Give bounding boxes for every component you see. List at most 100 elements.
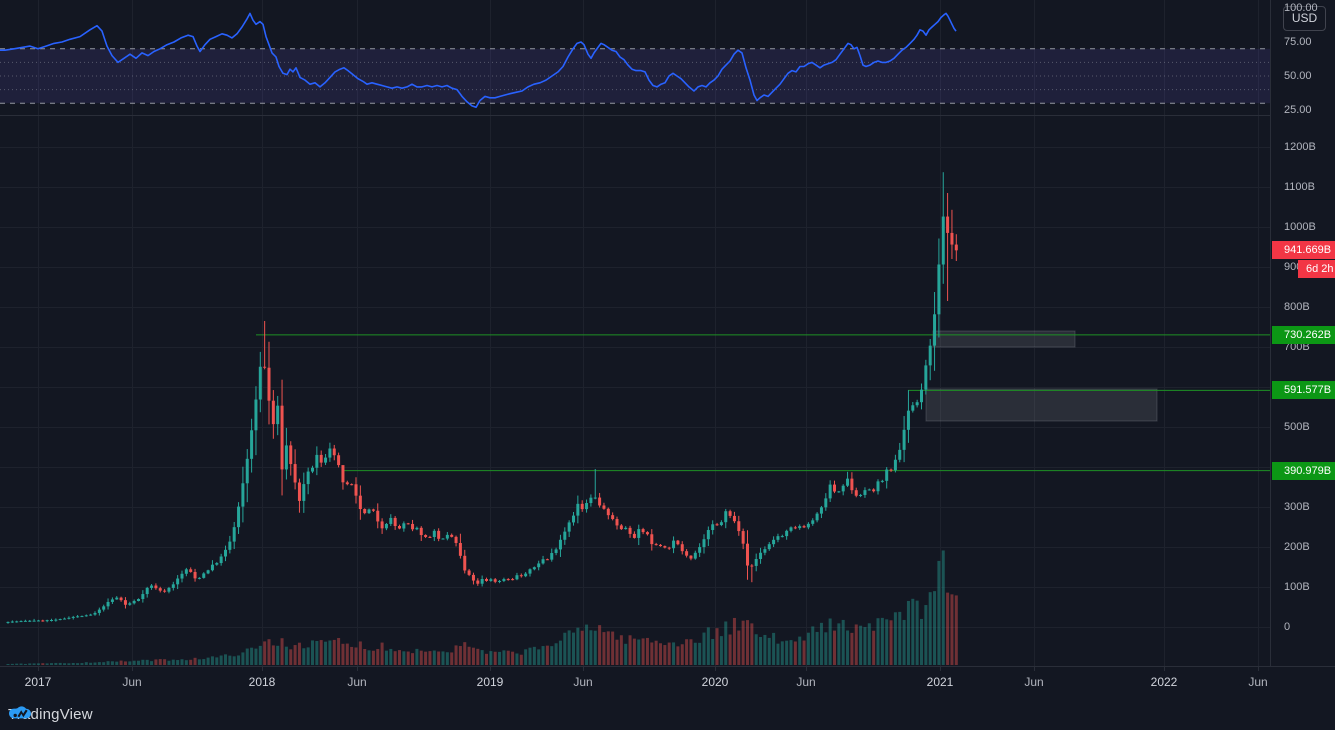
price-level-label: 591.577B — [1272, 381, 1335, 400]
candle-body — [906, 410, 910, 430]
candle-body — [389, 517, 393, 524]
candle-body — [180, 573, 184, 579]
volume-bar — [763, 634, 767, 665]
time-axis-label[interactable]: Jun — [122, 675, 142, 689]
time-axis-label[interactable]: 2021 — [926, 675, 954, 689]
volume-bar — [541, 646, 545, 665]
price-axis-label: 1100B — [1284, 181, 1315, 193]
candle-body — [337, 455, 341, 466]
time-axis[interactable]: 2017 Jun 2018 Jun 2019 Jun 2020 Jun 2021 Jun 2022 J… — [0, 666, 1335, 698]
volume-bar — [363, 648, 367, 665]
candle-body — [567, 522, 571, 532]
candle-body — [502, 579, 506, 581]
candle-body — [293, 464, 297, 483]
candle-body — [863, 490, 867, 495]
volume-bar — [524, 649, 528, 665]
candle-body — [767, 544, 771, 550]
price-level-tick — [1274, 469, 1281, 471]
volume-bar — [828, 618, 832, 665]
price-axis[interactable]: USD 100.00 75.00 50.00 25.00 1200B 1100B 1000B… — [1270, 0, 1335, 697]
volume-bar — [528, 647, 532, 665]
volume-bar — [719, 636, 723, 665]
rsi-axis-label: 25.00 — [1284, 104, 1312, 116]
volume-bar — [837, 623, 841, 665]
time-axis-tick-mark — [715, 667, 716, 671]
candle-body — [898, 449, 902, 460]
currency-toggle-button[interactable]: USD — [1283, 6, 1326, 31]
candle-body — [933, 314, 937, 346]
candle-body — [424, 535, 428, 537]
time-axis-label[interactable]: Jun — [1024, 675, 1044, 689]
candle-body — [780, 536, 784, 538]
time-axis-label[interactable]: 2018 — [248, 675, 276, 689]
candle-body — [911, 405, 915, 411]
candle-body — [363, 509, 367, 514]
volume-bar — [6, 664, 10, 665]
price-axis-label: 1000B — [1284, 221, 1316, 233]
time-axis-label[interactable]: 2020 — [701, 675, 729, 689]
tradingview-logo[interactable]: TradingView — [8, 702, 93, 726]
volume-bar — [163, 659, 167, 665]
volume-bar — [815, 631, 819, 665]
candle-body — [480, 578, 484, 584]
candle-body — [580, 503, 584, 510]
bar-countdown-label: 6d 2h — [1298, 260, 1335, 279]
volume-bar — [619, 635, 623, 665]
volume-bar — [606, 631, 610, 665]
candle-body — [398, 525, 401, 529]
time-axis-label[interactable]: Jun — [1248, 675, 1268, 689]
volume-bar — [689, 639, 693, 665]
candle-body — [137, 599, 140, 602]
time-axis-label[interactable]: 2017 — [24, 675, 52, 689]
candle-body — [210, 564, 214, 571]
candle-body — [889, 469, 893, 471]
candle-body — [202, 573, 206, 578]
volume-bar — [237, 655, 241, 665]
time-axis-label[interactable]: Jun — [347, 675, 367, 689]
time-axis-label[interactable]: Jun — [573, 675, 593, 689]
candle-body — [776, 536, 780, 540]
volume-bar — [889, 620, 893, 665]
candle-body — [589, 497, 593, 504]
candle-body — [428, 536, 432, 538]
candle-body — [732, 515, 736, 522]
candle-body — [902, 429, 906, 450]
time-axis-label[interactable]: 2019 — [476, 675, 504, 689]
candle-body — [384, 523, 388, 529]
volume-bar — [537, 649, 541, 665]
candle-body — [541, 559, 545, 564]
time-axis-tick-mark — [262, 667, 263, 671]
volume-bar — [367, 650, 371, 665]
volume-bar — [946, 592, 950, 665]
volume-bar — [502, 650, 506, 665]
candle-body — [371, 509, 375, 511]
price-pane[interactable] — [0, 116, 1270, 666]
candle-body — [15, 621, 19, 623]
volume-bar — [137, 660, 140, 665]
candle-body — [437, 530, 441, 539]
candle-body — [184, 569, 188, 574]
volume-bar — [693, 642, 697, 665]
candle-body — [950, 232, 954, 245]
candle-body — [893, 459, 897, 471]
candle-body — [954, 244, 958, 251]
volume-bar — [672, 642, 676, 665]
candle-body — [150, 585, 154, 588]
time-axis-tick-mark — [583, 667, 584, 671]
rsi-pane[interactable] — [0, 0, 1270, 116]
time-axis-tick-mark — [1258, 667, 1259, 671]
time-axis-label[interactable]: 2022 — [1150, 675, 1178, 689]
volume-bar — [732, 617, 736, 665]
volume-bar — [545, 645, 549, 665]
candle-body — [319, 454, 323, 463]
volume-bar — [115, 661, 119, 665]
volume-bar — [759, 636, 763, 665]
volume-bar — [141, 659, 145, 665]
volume-bar — [911, 598, 915, 665]
volume-bar — [793, 641, 797, 665]
time-axis-label[interactable]: Jun — [796, 675, 816, 689]
volume-bar — [241, 652, 245, 665]
candle-body — [802, 526, 806, 528]
volume-bar — [398, 650, 401, 665]
pane-separator[interactable] — [0, 115, 1335, 116]
